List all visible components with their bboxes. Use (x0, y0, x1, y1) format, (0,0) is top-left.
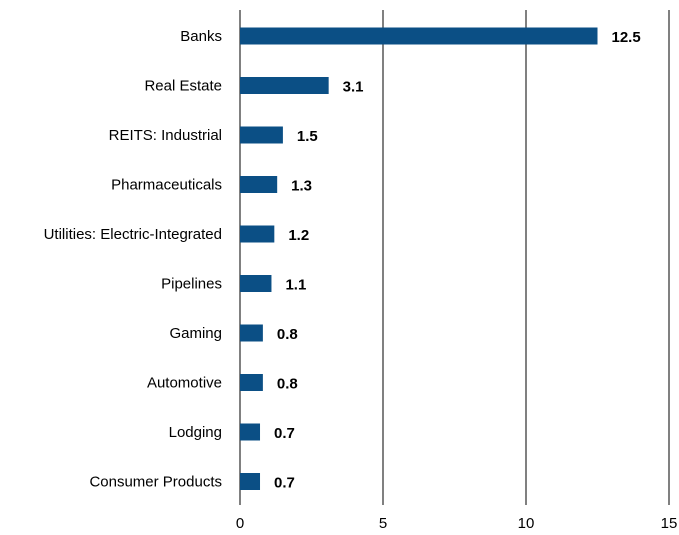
value-label: 1.1 (285, 276, 306, 293)
y-tick-label: Utilities: Electric-Integrated (44, 226, 222, 243)
bar (240, 473, 261, 490)
value-label: 0.8 (277, 375, 298, 392)
x-tick-label: 15 (661, 515, 678, 532)
value-label: 0.7 (274, 474, 295, 491)
value-label: 12.5 (612, 29, 641, 46)
y-tick-label: Pipelines (161, 275, 222, 292)
bar (240, 176, 278, 193)
value-label: 1.3 (291, 177, 312, 194)
x-tick-label: 0 (236, 515, 244, 532)
bar (240, 77, 329, 94)
bar (240, 225, 275, 243)
bar (240, 27, 598, 45)
value-label: 3.1 (343, 78, 364, 95)
value-label: 0.7 (274, 425, 295, 442)
value-label: 0.8 (277, 326, 298, 343)
y-tick-label: REITS: Industrial (109, 127, 222, 144)
bar (240, 374, 263, 391)
x-tick-label: 10 (518, 515, 535, 532)
value-label: 1.5 (297, 128, 318, 145)
y-tick-label: Consumer Products (89, 473, 222, 490)
y-tick-label: Real Estate (144, 77, 222, 94)
y-tick-label: Gaming (169, 325, 222, 342)
bar (240, 126, 283, 144)
y-tick-label: Banks (180, 28, 222, 45)
value-label: 1.2 (288, 227, 309, 244)
x-tick-label: 5 (379, 515, 387, 532)
bar (240, 423, 261, 441)
y-tick-label: Automotive (147, 374, 222, 391)
bar (240, 275, 272, 292)
y-tick-label: Lodging (169, 424, 222, 441)
bar (240, 324, 263, 342)
y-tick-label: Pharmaceuticals (111, 176, 222, 193)
